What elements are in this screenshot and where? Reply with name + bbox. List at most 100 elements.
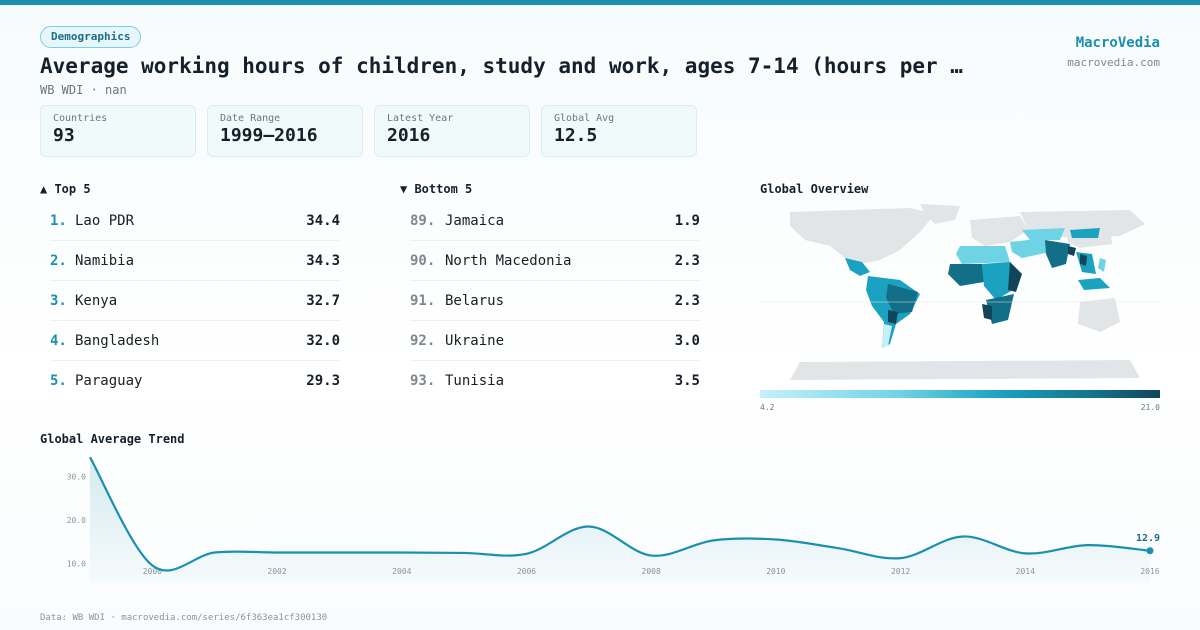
bottom5-heading: ▼ Bottom 5 bbox=[400, 182, 473, 196]
country-name: Namibia bbox=[75, 252, 135, 269]
y-tick-label: 20.0 bbox=[67, 516, 86, 525]
region-philippines bbox=[1098, 258, 1106, 272]
region-east-africa bbox=[1008, 262, 1022, 292]
top-accent-bar bbox=[0, 0, 1200, 5]
country-name: Kenya bbox=[75, 292, 118, 309]
rank-number: 1. bbox=[50, 212, 67, 229]
stat-value: 1999–2016 bbox=[220, 125, 318, 146]
region-greenland bbox=[920, 204, 960, 224]
list-item[interactable]: 5. Paraguay 29.3 bbox=[50, 361, 340, 401]
country-value: 29.3 bbox=[306, 373, 340, 389]
legend-min-label: 4.2 bbox=[760, 403, 775, 412]
last-value-point[interactable] bbox=[1146, 547, 1154, 555]
trend-line[interactable] bbox=[89, 456, 1151, 572]
category-tag[interactable]: Demographics bbox=[40, 26, 142, 48]
top5-heading: ▲ Top 5 bbox=[40, 182, 91, 196]
region-mongolia bbox=[1070, 228, 1100, 238]
region-indonesia bbox=[1078, 278, 1110, 290]
stat-card-countries: Countries 93 bbox=[40, 105, 196, 157]
country-name: Ukraine bbox=[445, 332, 505, 349]
region-australia bbox=[1078, 298, 1120, 332]
region-central-africa bbox=[982, 262, 1016, 300]
list-item[interactable]: 90. North Macedonia 2.3 bbox=[410, 241, 700, 281]
brand-logo[interactable]: MacroVedia bbox=[1075, 35, 1160, 51]
trend-area bbox=[90, 457, 1150, 583]
region-antarctica bbox=[790, 360, 1140, 380]
country-name: Jamaica bbox=[445, 212, 505, 229]
stat-card-latest-year: Latest Year 2016 bbox=[374, 105, 530, 157]
region-brazil bbox=[886, 284, 918, 314]
list-item[interactable]: 91. Belarus 2.3 bbox=[410, 281, 700, 321]
stat-card-global-avg: Global Avg 12.5 bbox=[541, 105, 697, 157]
stat-value: 2016 bbox=[387, 125, 431, 146]
rank-number: 5. bbox=[50, 373, 67, 389]
region-lao bbox=[1080, 254, 1087, 266]
color-scale-legend bbox=[760, 390, 1160, 398]
country-value: 34.3 bbox=[306, 252, 340, 269]
rank-number: 91. bbox=[410, 292, 436, 309]
country-name: Bangladesh bbox=[75, 332, 160, 349]
region-middle-east bbox=[1010, 238, 1050, 258]
stat-value: 93 bbox=[53, 125, 75, 146]
rank-number: 92. bbox=[410, 332, 436, 349]
list-item[interactable]: 2. Namibia 34.3 bbox=[50, 241, 340, 281]
rank-number: 4. bbox=[50, 332, 67, 349]
country-name: Lao PDR bbox=[75, 212, 135, 229]
rank-number: 89. bbox=[410, 212, 436, 229]
country-name: North Macedonia bbox=[445, 252, 572, 269]
legend-max-label: 21.0 bbox=[1140, 403, 1160, 412]
map-heading: Global Overview bbox=[760, 182, 869, 196]
stat-label: Global Avg bbox=[554, 113, 615, 124]
region-southern-africa bbox=[986, 294, 1014, 324]
brand-url[interactable]: macrovedia.com bbox=[1067, 56, 1160, 69]
stat-card-date-range: Date Range 1999–2016 bbox=[207, 105, 363, 157]
footer-source: Data: WB WDI · macrovedia.com/series/6f3… bbox=[40, 613, 328, 623]
country-name: Belarus bbox=[445, 292, 505, 309]
country-value: 2.3 bbox=[674, 292, 700, 309]
list-item[interactable]: 89. Jamaica 1.9 bbox=[410, 201, 700, 241]
trend-heading: Global Average Trend bbox=[40, 432, 185, 446]
region-southern-cone bbox=[882, 324, 892, 348]
region-paraguay bbox=[888, 310, 898, 324]
region-europe bbox=[970, 216, 1028, 246]
stat-label: Date Range bbox=[220, 113, 281, 124]
list-item[interactable]: 4. Bangladesh 32.0 bbox=[50, 321, 340, 361]
country-value: 2.3 bbox=[674, 252, 700, 269]
top5-list: 1. Lao PDR 34.4 2. Namibia 34.3 3. Kenya 32.7 … bbox=[50, 201, 340, 401]
list-item[interactable]: 92. Ukraine 3.0 bbox=[410, 321, 700, 361]
region-bangladesh bbox=[1068, 246, 1076, 256]
region-central-asia bbox=[1022, 228, 1065, 240]
list-item[interactable]: 93. Tunisia 3.5 bbox=[410, 361, 700, 401]
rank-number: 90. bbox=[410, 252, 436, 269]
last-value-label: 12.9 bbox=[1136, 533, 1160, 544]
region-central-america bbox=[845, 258, 870, 276]
x-tick-label: 2016 bbox=[1140, 567, 1159, 576]
region-north-africa bbox=[956, 246, 1010, 264]
bottom5-list: 89. Jamaica 1.9 90. North Macedonia 2.3 91. B… bbox=[410, 201, 700, 401]
list-item[interactable]: 3. Kenya 32.7 bbox=[50, 281, 340, 321]
country-value: 34.4 bbox=[306, 212, 340, 229]
country-value: 3.0 bbox=[674, 332, 700, 349]
stat-value: 12.5 bbox=[554, 125, 598, 146]
list-item[interactable]: 1. Lao PDR 34.4 bbox=[50, 201, 340, 241]
page-subtitle: WB WDI · nan bbox=[40, 83, 127, 97]
stat-label: Latest Year bbox=[387, 113, 454, 124]
region-west-africa bbox=[948, 264, 984, 286]
rank-number: 3. bbox=[50, 292, 67, 309]
country-value: 1.9 bbox=[674, 212, 700, 229]
y-tick-label: 10.0 bbox=[67, 559, 86, 568]
global-average-trend-chart[interactable]: 10.020.030.0 200020022004200620082010201… bbox=[40, 455, 1165, 585]
region-south-asia bbox=[1045, 240, 1070, 268]
page-title: Average working hours of children, study… bbox=[40, 54, 963, 78]
rank-number: 93. bbox=[410, 373, 436, 389]
country-name: Paraguay bbox=[75, 373, 143, 389]
world-choropleth-map[interactable] bbox=[760, 202, 1160, 382]
country-value: 32.7 bbox=[306, 292, 340, 309]
rank-number: 2. bbox=[50, 252, 67, 269]
region-north-america bbox=[790, 208, 935, 264]
country-name: Tunisia bbox=[445, 373, 505, 389]
country-value: 3.5 bbox=[674, 373, 700, 389]
region-namibia bbox=[982, 304, 992, 320]
stat-label: Countries bbox=[53, 113, 108, 124]
country-value: 32.0 bbox=[306, 332, 340, 349]
